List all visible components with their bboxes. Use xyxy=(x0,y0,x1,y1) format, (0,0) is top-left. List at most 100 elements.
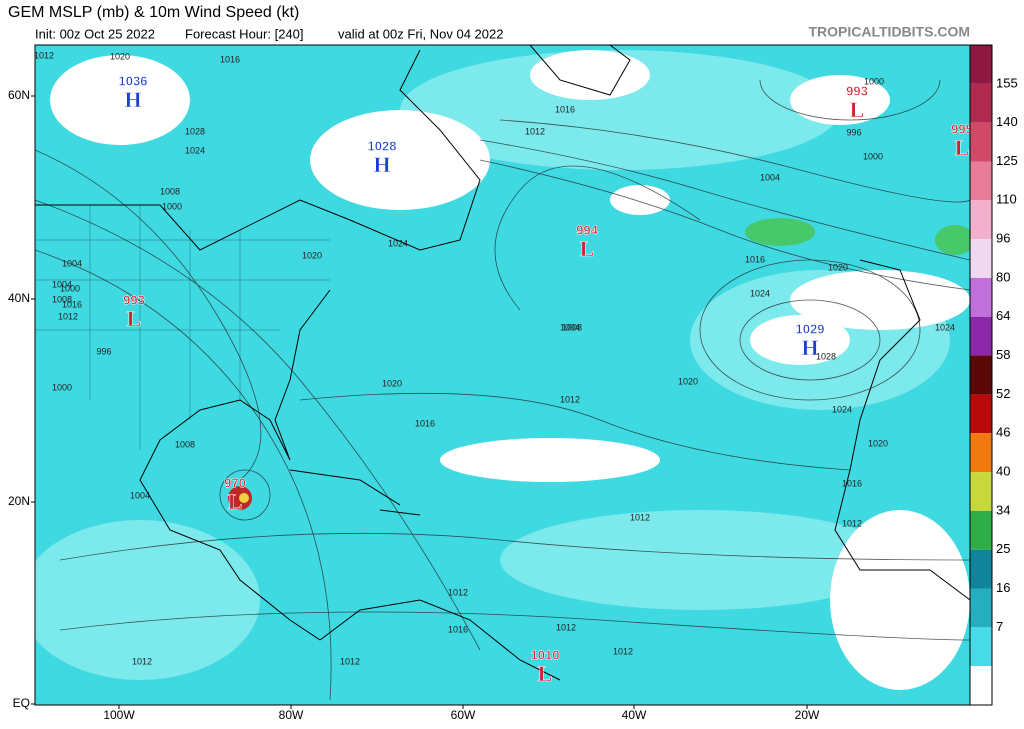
isobar-label: 1008 xyxy=(52,294,72,304)
colorbar-label: 140 xyxy=(996,114,1018,129)
lat-label: 40N xyxy=(8,291,30,305)
center-value: 995 xyxy=(951,121,973,136)
isobar-label: 1004 xyxy=(560,322,580,332)
center-value: 993 xyxy=(123,292,145,307)
lon-label: 80W xyxy=(279,708,304,722)
isobar-label: 1000 xyxy=(162,201,182,211)
colorbar-segment xyxy=(970,510,992,550)
isobar-label: 1012 xyxy=(525,126,545,136)
isobar-label: 1016 xyxy=(448,624,468,634)
isobar-label: 1024 xyxy=(388,238,408,248)
isobar-label: 1024 xyxy=(935,322,955,332)
isobar-label: 1020 xyxy=(828,262,848,272)
center-value: 1036 xyxy=(119,73,148,88)
isobar-label: 1004 xyxy=(760,172,780,182)
isobar-label: 1016 xyxy=(62,299,82,309)
colorbar-label: 16 xyxy=(996,580,1010,595)
lon-label: 20W xyxy=(795,708,820,722)
isobar-label: 1016 xyxy=(415,418,435,428)
isobar-label: 996 xyxy=(96,346,111,356)
colorbar-label: 46 xyxy=(996,425,1010,440)
colorbar-segment xyxy=(970,239,992,278)
isobar-label: 1020 xyxy=(110,51,130,61)
isobar-label: 1012 xyxy=(842,518,862,528)
init: Init: 00z Oct 25 2022 xyxy=(35,26,155,41)
isobar-label: 1016 xyxy=(842,478,862,488)
isobar-label: 1004 xyxy=(52,279,72,289)
center-value: 970 xyxy=(224,475,246,490)
colorbar-segment xyxy=(970,627,992,667)
colorbar-label: 58 xyxy=(996,347,1010,362)
colorbar-segment xyxy=(970,394,992,434)
isobar-label: 1000 xyxy=(864,76,884,86)
center-letter: H xyxy=(801,335,818,360)
isobar-label: 1020 xyxy=(302,250,322,260)
isobar-label: 1004 xyxy=(62,258,82,268)
colorbar-label: 155 xyxy=(996,75,1018,90)
center-letter: L xyxy=(955,135,970,160)
center-value: 1028 xyxy=(368,138,397,153)
lon-label: 100W xyxy=(103,708,135,722)
isobar-label: 1028 xyxy=(185,126,205,136)
center-letter: H xyxy=(124,87,141,112)
lon-label: 60W xyxy=(451,708,476,722)
isobar-label: 1012 xyxy=(560,394,580,404)
center-value: 993 xyxy=(846,83,868,98)
isobar-label: 1020 xyxy=(382,378,402,388)
isobar-label: 1012 xyxy=(556,622,576,632)
colorbar-label: 125 xyxy=(996,153,1018,168)
lat-label: EQ xyxy=(13,696,30,710)
isobar-label: 1012 xyxy=(448,587,468,597)
isobar-label: 1000 xyxy=(52,382,72,392)
colorbar-segment xyxy=(970,433,992,473)
isobar-label: 1028 xyxy=(816,351,836,361)
center-letter: H xyxy=(373,152,390,177)
colorbar-segment xyxy=(970,277,992,317)
isobar-label: 1012 xyxy=(34,50,54,60)
colorbar-segment xyxy=(970,122,992,162)
colorbar-segment xyxy=(970,161,992,201)
colorbar-segment xyxy=(970,472,992,511)
center-letter: L xyxy=(228,489,243,514)
colorbar-segment xyxy=(970,549,992,589)
center-value: 1029 xyxy=(796,321,825,336)
colorbar-segment xyxy=(970,83,992,123)
isobar-label: 1016 xyxy=(745,254,765,264)
colorbar-label: 96 xyxy=(996,231,1010,246)
isobar-label: 1016 xyxy=(220,54,240,64)
colorbar-segment xyxy=(970,355,992,395)
isobar-label: 1024 xyxy=(832,404,852,414)
isobar-label: 1012 xyxy=(613,646,633,656)
isobar-label: 1008 xyxy=(175,439,195,449)
site: TROPICALTIDBITS.COM xyxy=(808,24,970,40)
map xyxy=(35,45,970,705)
colorbar-label: 110 xyxy=(996,192,1017,207)
center-value: 1010 xyxy=(531,647,560,662)
isobar-label: 1020 xyxy=(868,438,888,448)
forecast-hour: Forecast Hour: [240] xyxy=(185,26,304,41)
center-letter: L xyxy=(538,661,553,686)
center-letter: L xyxy=(127,306,142,331)
colorbar-segment xyxy=(970,316,992,356)
isobar-label: 1012 xyxy=(58,311,78,321)
isobar-label: 1024 xyxy=(185,145,205,155)
isobar-label: 1016 xyxy=(555,104,575,114)
colorbar-frame xyxy=(969,44,993,706)
colorbar-segment xyxy=(970,666,992,705)
colorbar-segment xyxy=(970,200,992,240)
isobar-label: 1012 xyxy=(340,656,360,666)
isobar-label: 1008 xyxy=(160,186,180,196)
isobar-label: 1020 xyxy=(678,376,698,386)
center-value: 994 xyxy=(576,222,598,237)
colorbar-label: 40 xyxy=(996,463,1010,478)
colorbar-label: 52 xyxy=(996,386,1010,401)
isobar-label: 1000 xyxy=(60,283,80,293)
colorbar-segment xyxy=(970,45,992,84)
colorbar-label: 34 xyxy=(996,502,1010,517)
isobar-label: 1012 xyxy=(630,512,650,522)
isobar-label: 1004 xyxy=(130,490,150,500)
lon-label: 40W xyxy=(622,708,647,722)
colorbar-segment xyxy=(970,588,992,628)
colorbar-label: 25 xyxy=(996,541,1010,556)
